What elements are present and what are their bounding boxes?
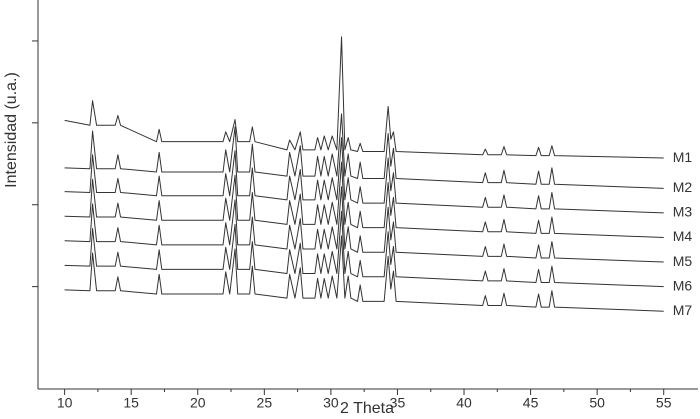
series-line [64,161,664,238]
series-label: M7 [673,302,693,318]
x-tick-label: 30 [323,395,339,411]
series-line [64,113,664,189]
x-tick-label: 55 [656,395,672,411]
series-line [64,186,664,263]
x-tick-label: 25 [257,395,273,411]
x-tick-label: 35 [390,395,406,411]
y-axis-title: Intensidad (u.a.) [3,72,20,188]
series-line [64,235,664,312]
x-tick-label: 15 [123,395,139,411]
x-tick-label: 50 [589,395,605,411]
series-line [64,210,664,288]
series-label: M3 [673,204,693,220]
series-label: M2 [673,179,693,195]
x-tick-label: 45 [523,395,539,411]
series-label: M1 [673,149,693,165]
series-label: M4 [673,228,693,244]
x-tick-label: 10 [57,395,73,411]
series-line [64,137,664,214]
series-label: M5 [673,253,693,269]
series-label: M6 [673,277,693,293]
series-line [64,36,664,159]
x-axis-title: 2 Theta [340,400,394,417]
x-tick-label: 40 [456,395,472,411]
x-tick-label: 20 [190,395,206,411]
